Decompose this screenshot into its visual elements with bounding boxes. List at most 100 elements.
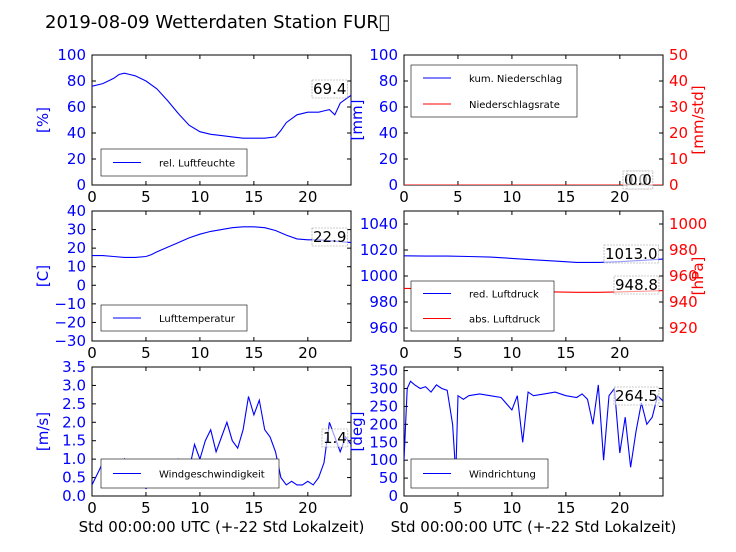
y-tick-label: −20 [54, 313, 86, 331]
x-tick-label: 5 [453, 499, 463, 517]
y-tick-label: 50 [379, 469, 398, 487]
x-tick-label: 5 [141, 188, 151, 206]
plot-frame [91, 54, 352, 186]
x-tick-label: 5 [453, 344, 463, 362]
legend-label: Niederschlagsrate [469, 100, 560, 111]
panel-humidity: 0 5 10 15 20 0 20 40 60 80 100 [%] rel. Luftfeuchte 6… [34, 46, 352, 206]
y-tick-label: 960 [369, 319, 398, 337]
y-tick-label: 30 [67, 221, 86, 239]
y-tick-label-right: 10 [669, 150, 688, 168]
annotation-box [603, 244, 659, 264]
y-axis-label: [deg] [348, 412, 366, 452]
y-tick-label: 20 [67, 239, 86, 257]
x-tick-label: 20 [298, 188, 317, 206]
y-axis-label: [%] [34, 107, 52, 133]
y-tick-label-right: 50 [669, 46, 688, 64]
y-tick-label: 150 [369, 433, 398, 451]
panel-temperature: 0 5 10 15 20−30−20−10010203040[C]Lufttempera… [34, 202, 352, 362]
y-tick-label: 80 [67, 72, 86, 90]
y-tick-label: 1000 [360, 267, 398, 285]
y-tick-label: 0.0 [62, 487, 86, 505]
y-tick-label: 40 [67, 124, 86, 142]
x-tick-label: 0 [399, 188, 409, 206]
x-tick-label: 20 [610, 499, 629, 517]
y-tick-label: −10 [54, 295, 86, 313]
figure-title: 2019-08-09 Wetterdaten Station FUR  [45, 12, 390, 33]
y-tick-label: 60 [379, 98, 398, 116]
x-tick-label: 5 [453, 188, 463, 206]
y-tick-label: 0 [76, 176, 86, 194]
y-tick-label: 200 [369, 415, 398, 433]
y-axis-label: [mm] [348, 100, 366, 141]
annotation-box [311, 227, 348, 247]
y-tick-label: 300 [369, 380, 398, 398]
legend-label: rel. Luftfeuchte [159, 159, 235, 170]
y-tick-label: 1020 [360, 241, 398, 259]
x-axis-label: Std 00:00:00 UTC (+-22 Std Lokalzeit) [79, 518, 365, 536]
x-tick-label: 5 [141, 344, 151, 362]
value-annotation: 22.9 [313, 228, 346, 246]
value-annotation: 69.4 [313, 80, 346, 98]
legend-label: abs. Luftdruck [469, 315, 540, 326]
x-tick-label: 10 [190, 344, 209, 362]
y-tick-label: 100 [369, 451, 398, 469]
annotation-box [613, 386, 660, 406]
y-tick-label-right: 1000 [669, 215, 707, 233]
annotation-box [613, 275, 660, 295]
y-tick-label: 1040 [360, 215, 398, 233]
y-tick-label-right: 920 [669, 319, 698, 337]
x-tick-label: 10 [502, 499, 521, 517]
y-axis-label: [m/s] [34, 412, 52, 451]
y-tick-label: 350 [369, 362, 398, 380]
y-tick-label: 1.0 [62, 450, 86, 468]
y-tick-label-right: 980 [669, 241, 698, 259]
y-tick-label: 100 [369, 46, 398, 64]
x-tick-label: 10 [190, 499, 209, 517]
y-tick-label-right: 40 [669, 72, 688, 90]
x-tick-label: 20 [610, 188, 629, 206]
x-axis-label: Std 00:00:00 UTC (+-22 Std Lokalzeit) [391, 518, 677, 536]
x-tick-label: 10 [502, 188, 521, 206]
value-annotation: 0.0 [628, 171, 652, 189]
value-annotation: 948.8 [615, 276, 658, 294]
plot-frame [91, 366, 352, 497]
y-tick-label-right: 20 [669, 124, 688, 142]
x-tick-label: 15 [556, 188, 575, 206]
panel-windspeed: 0 5 10 15 20 0.00.51.01.52.02.53.03.5 [m/s] Std… [34, 358, 364, 536]
x-tick-label: 15 [244, 188, 263, 206]
series-line-1 [404, 380, 663, 475]
plot-frame [91, 210, 352, 342]
legend-label: Lufttemperatur [159, 314, 236, 325]
x-tick-label: 0 [399, 344, 409, 362]
x-tick-label: 15 [556, 499, 575, 517]
annotation-box [321, 428, 349, 448]
annotation-box [311, 79, 348, 99]
x-tick-label: 15 [244, 499, 263, 517]
y-tick-label: −30 [54, 332, 86, 350]
x-tick-label: 0 [87, 499, 97, 517]
plot-frame [403, 366, 664, 497]
y-tick-label-right: 0 [669, 176, 679, 194]
x-tick-label: 0 [399, 499, 409, 517]
annotation-box [626, 170, 654, 190]
x-tick-label: 5 [141, 499, 151, 517]
x-tick-label: 20 [298, 344, 317, 362]
y-tick-label: 1.5 [62, 432, 86, 450]
legend-label: Windrichtung [469, 470, 536, 481]
x-tick-label: 20 [610, 344, 629, 362]
y-tick-label: 60 [67, 98, 86, 116]
y-axis-label-right: [mm/std] [689, 85, 707, 154]
y-tick-label: 0 [388, 176, 398, 194]
y-tick-label: 20 [67, 150, 86, 168]
y-tick-label: 0 [388, 487, 398, 505]
value-annotation: 1.4 [323, 429, 347, 447]
y-tick-label: 40 [67, 202, 86, 220]
y-tick-label: 3.0 [62, 376, 86, 394]
legend-label: kum. Niederschlag [469, 74, 562, 85]
series-line-1 [92, 72, 351, 139]
x-tick-label: 15 [244, 344, 263, 362]
y-tick-label: 0.5 [62, 469, 86, 487]
y-tick-label: 40 [379, 124, 398, 142]
